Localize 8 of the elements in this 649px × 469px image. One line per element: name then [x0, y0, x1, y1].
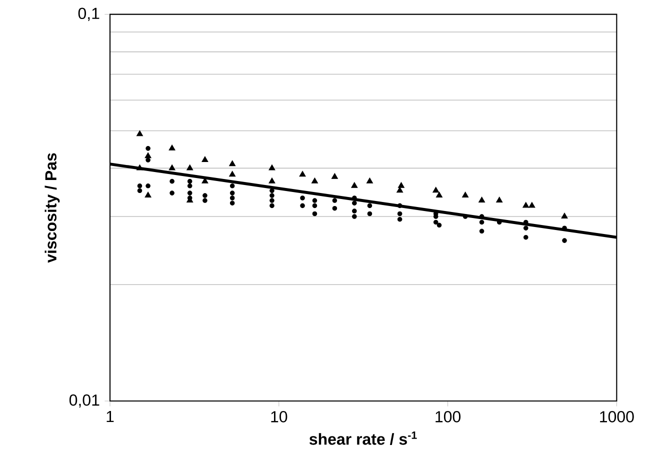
- x-tick-label: 10: [271, 411, 288, 422]
- x-tick-label: 1000: [600, 411, 634, 422]
- x-tick-label: 1: [106, 411, 114, 422]
- x-tick-label: 100: [436, 411, 461, 422]
- y-axis-title: viscosity / Pas: [44, 153, 60, 263]
- x-axis-title: shear rate / s$^{-1}$: [309, 432, 417, 445]
- y-tick-label: 0,01: [69, 394, 100, 408]
- y-tick-label: 0,1: [78, 8, 100, 21]
